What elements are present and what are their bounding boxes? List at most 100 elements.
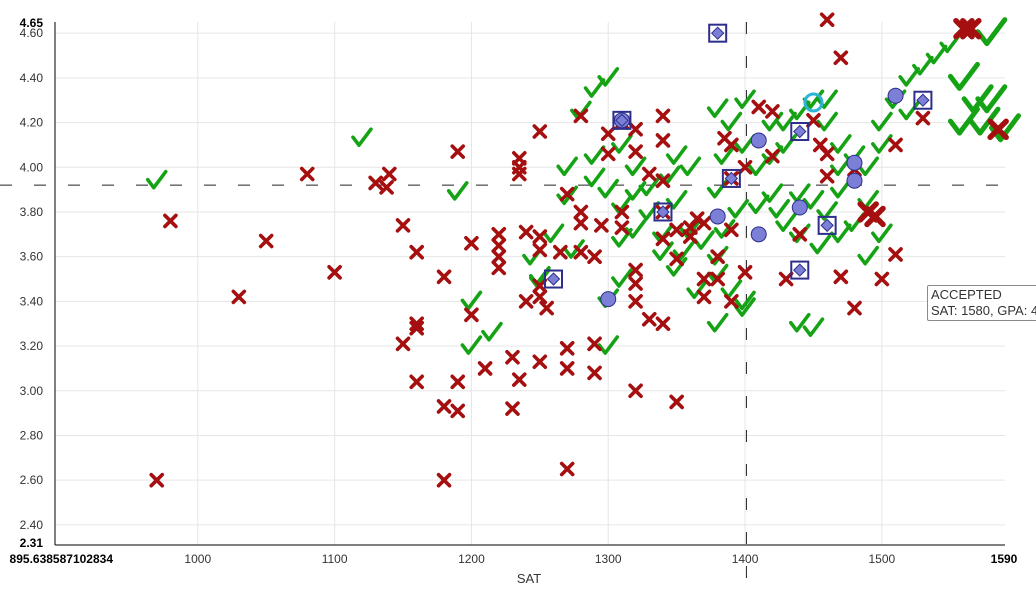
selected-point-diamond: [656, 205, 670, 219]
rejected-point: [628, 121, 643, 137]
waitlisted-point: [600, 291, 617, 308]
rejected-point: [559, 341, 575, 356]
rejected-point: [518, 224, 534, 240]
rejected-point: [573, 204, 589, 220]
accepted-point: [968, 106, 1001, 136]
rejected-point: [409, 374, 424, 390]
rejected-point: [464, 307, 479, 323]
rejected-point: [806, 113, 821, 128]
accepted-point: [706, 98, 729, 118]
accepted-point: [788, 100, 811, 121]
grid: [55, 22, 1005, 545]
accepted-point: [597, 178, 620, 199]
y-max-label: 4.65: [20, 16, 44, 30]
rejected-point: [512, 166, 527, 182]
rejected-point: [737, 265, 753, 280]
rejected-point: [751, 99, 767, 115]
rejected-point: [450, 144, 466, 159]
rejected-point: [532, 278, 548, 294]
accepted-point: [802, 317, 825, 338]
accepted-point: [898, 67, 921, 87]
rejected-point: [655, 108, 671, 124]
rejected-point: [628, 383, 643, 399]
x-axis-title: SAT: [517, 571, 541, 586]
rejected-point: [299, 166, 315, 182]
rejected-point: [559, 361, 575, 376]
data-points: [145, 12, 1021, 488]
selected-point-diamond: [793, 263, 807, 277]
selected-point-frame: [612, 110, 632, 130]
rejected-point: [559, 461, 575, 477]
rejected-point: [655, 316, 671, 332]
rejected-point: [382, 166, 397, 182]
accepted-point: [975, 84, 1008, 114]
accepted-point: [713, 145, 736, 165]
rejected-point: [553, 244, 568, 260]
rejected-point: [231, 289, 247, 305]
accepted-point: [898, 100, 921, 121]
rejected-point: [436, 472, 452, 488]
accepted-point: [775, 134, 797, 154]
accepted-point: [912, 55, 934, 76]
accepted-point: [351, 127, 373, 148]
rejected-point: [737, 159, 753, 175]
rejected-point: [505, 349, 520, 365]
x-tick-label: 1000: [184, 552, 211, 566]
accepted-point: [788, 312, 811, 333]
rejected-point: [573, 108, 589, 124]
accepted-point: [679, 156, 702, 177]
rejected-point: [710, 271, 725, 287]
rejected-point: [532, 289, 548, 305]
accepted-point: [802, 190, 825, 210]
selected-point-frame: [708, 23, 728, 43]
selected-point-frame: [653, 202, 673, 222]
accepted-point: [975, 17, 1008, 47]
rejected-point: [594, 218, 609, 233]
rejected-point: [464, 235, 479, 251]
accepted-point: [830, 156, 852, 177]
accepted-point: [624, 156, 647, 177]
accepted-point: [857, 156, 879, 177]
selected-point-frame: [790, 260, 810, 280]
accepted-point: [734, 297, 756, 317]
rejected-point: [669, 251, 684, 267]
rejected-point: [409, 316, 424, 332]
rejected-point: [450, 403, 466, 419]
accepted-point: [775, 212, 797, 232]
rejected-point: [491, 238, 507, 253]
accepted-point: [816, 111, 838, 132]
y-tick-label: 3.40: [20, 294, 44, 308]
rejected-point: [258, 233, 274, 249]
selected-point-diamond: [793, 124, 807, 139]
rejected-point: [600, 146, 616, 162]
waitlisted-point: [709, 208, 726, 225]
selected-point-diamond: [615, 113, 629, 128]
accepted-point: [734, 134, 756, 154]
rejected-point: [539, 300, 554, 316]
rejected-point: [655, 133, 671, 148]
selected-point-diamond: [710, 26, 725, 40]
selected-point-diamond: [724, 171, 739, 186]
y-tick-label: 4.20: [20, 116, 44, 130]
x-min-label: 895.638587102834: [10, 552, 114, 566]
rejected-point: [149, 472, 165, 488]
y-tick-label: 4.40: [20, 71, 44, 85]
accepted-point: [611, 227, 633, 248]
selected-point-diamond: [916, 93, 930, 107]
accepted-point: [597, 335, 620, 355]
rejected-point: [819, 146, 835, 162]
y-min-label: 2.31: [20, 536, 44, 550]
accepted-point: [761, 111, 784, 132]
rejected-point: [915, 110, 931, 126]
rejected-point: [683, 229, 698, 244]
selected-point-diamond: [546, 272, 561, 286]
x-max-label: 1590: [991, 552, 1018, 566]
rejected-point: [614, 220, 630, 235]
rejected-point: [696, 215, 712, 231]
tooltip-detail: SAT: 1580, GPA: 4.6: [931, 303, 1036, 318]
rejected-point: [628, 294, 643, 309]
accepted-point: [672, 241, 695, 262]
rejected-point: [532, 124, 548, 139]
axes: [54, 22, 1005, 546]
